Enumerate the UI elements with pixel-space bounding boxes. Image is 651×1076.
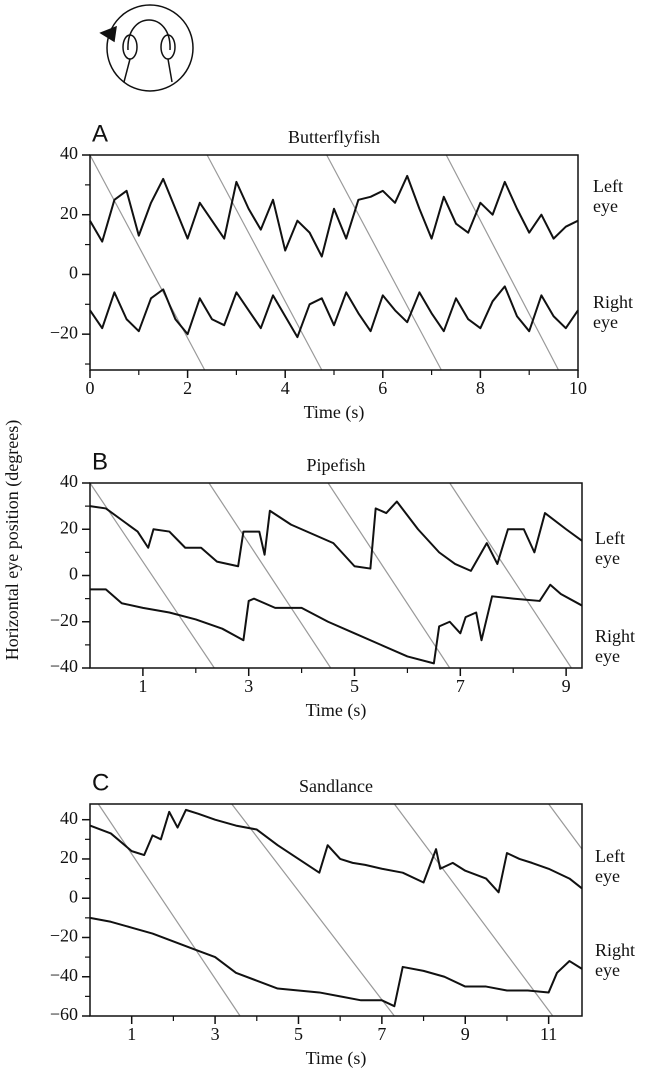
y-tick-label: 20: [60, 203, 78, 223]
reference-line: [97, 803, 241, 1017]
reference-line: [89, 482, 215, 669]
y-tick-label: −20: [50, 610, 78, 630]
x-tick-label: 3: [244, 676, 253, 696]
series-label: Right eye: [595, 940, 636, 980]
y-tick-label: −20: [50, 322, 78, 342]
y-axis-label: Horizontal eye position (degrees): [2, 420, 23, 660]
reference-line: [89, 154, 206, 371]
reference-line: [231, 803, 395, 1017]
chart-title: Butterflyfish: [288, 127, 380, 147]
reference-line: [206, 154, 323, 371]
panel-letter: B: [92, 448, 108, 475]
y-tick-label: −40: [50, 965, 78, 985]
series-label: Left eye: [593, 176, 623, 216]
series-label: Left eye: [595, 528, 625, 568]
reference-line: [449, 482, 572, 669]
y-tick-label: 20: [60, 517, 78, 537]
series-label: Left eye: [595, 846, 625, 886]
x-tick-label: 1: [127, 1024, 136, 1044]
plot-frame: [89, 154, 579, 371]
eye-trace: [89, 285, 579, 339]
series-label: Right eye: [595, 626, 636, 666]
x-tick-label: 7: [456, 676, 465, 696]
reference-line: [327, 482, 451, 669]
reference-line: [548, 803, 583, 850]
plot-frame: [89, 803, 583, 1017]
reference-line: [393, 803, 554, 1017]
y-tick-label: −60: [50, 1004, 78, 1024]
x-tick-label: 0: [86, 378, 95, 398]
y-tick-label: 40: [60, 471, 78, 491]
y-tick-label: 40: [60, 143, 78, 163]
x-tick-label: 10: [569, 378, 587, 398]
x-tick-label: 11: [540, 1024, 557, 1044]
headphone-icon: [99, 4, 194, 92]
y-tick-label: 40: [60, 808, 78, 828]
x-axis-label: Time (s): [306, 1048, 367, 1069]
y-tick-label: 0: [69, 263, 78, 283]
x-tick-label: 9: [562, 676, 571, 696]
x-tick-label: 4: [281, 378, 290, 398]
panel-letter: A: [92, 120, 108, 147]
plot-frame: [89, 482, 583, 669]
y-tick-label: 20: [60, 847, 78, 867]
eye-trace: [90, 583, 583, 665]
x-tick-label: 3: [211, 1024, 220, 1044]
eye-trace: [89, 174, 579, 258]
x-tick-label: 5: [350, 676, 359, 696]
x-tick-label: 5: [294, 1024, 303, 1044]
y-tick-label: 0: [69, 564, 78, 584]
x-tick-label: 6: [378, 378, 387, 398]
reference-line: [326, 154, 442, 371]
x-axis-label: Time (s): [304, 402, 365, 423]
eye-trace: [89, 916, 583, 1008]
eye-trace: [89, 808, 583, 894]
y-tick-label: −40: [50, 656, 78, 676]
y-tick-label: 0: [69, 886, 78, 906]
x-tick-label: 8: [476, 378, 485, 398]
x-tick-label: 2: [183, 378, 192, 398]
chart-title: Sandlance: [299, 776, 373, 796]
x-axis-label: Time (s): [306, 700, 367, 721]
eye-trace: [89, 500, 583, 572]
x-tick-label: 9: [461, 1024, 470, 1044]
x-tick-label: 7: [377, 1024, 386, 1044]
x-tick-label: 1: [138, 676, 147, 696]
y-tick-label: −20: [50, 926, 78, 946]
chart-title: Pipefish: [306, 455, 365, 475]
reference-line: [208, 482, 332, 669]
reference-line: [445, 154, 560, 371]
panel-letter: C: [92, 769, 109, 796]
series-label: Right eye: [593, 292, 634, 332]
